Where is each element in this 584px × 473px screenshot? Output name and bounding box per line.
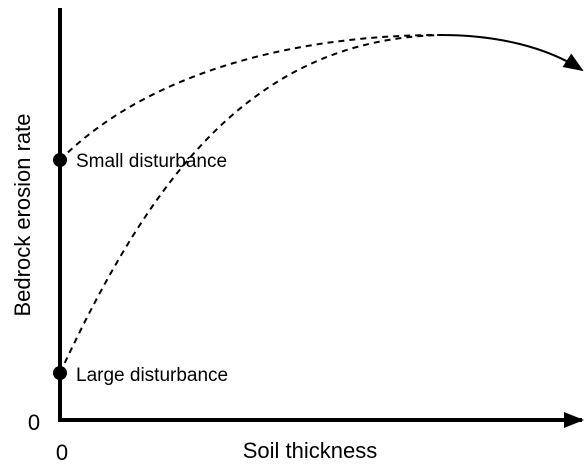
small-disturbance-curve <box>59 34 441 161</box>
y-axis-label: Bedrock erosion rate <box>10 114 35 317</box>
x-origin-label: 0 <box>56 440 68 465</box>
point-label: Small disturbance <box>76 151 227 172</box>
shared-curve <box>439 34 584 72</box>
large-disturbance-curve <box>59 34 441 374</box>
y-origin-label: 0 <box>28 410 40 435</box>
point <box>53 153 67 167</box>
x-axis-label: Soil thickness <box>243 438 378 463</box>
point-label: Large disturbance <box>76 365 228 386</box>
point <box>53 366 67 380</box>
